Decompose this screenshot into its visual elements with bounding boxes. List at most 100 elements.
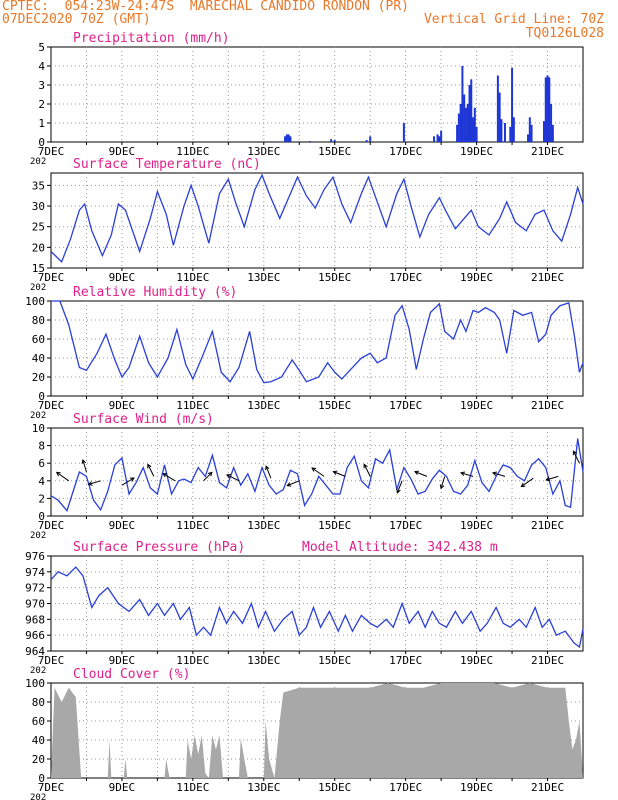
wind-xtick-label: 21DEC xyxy=(531,519,564,532)
cloud-xtick-label: 7DEC xyxy=(38,781,65,794)
wind-vector xyxy=(121,477,135,486)
rh-ytick-label: 20 xyxy=(32,371,45,384)
precip-bar xyxy=(333,140,336,142)
wind-vector-head xyxy=(572,450,578,456)
precip-xtick-label: 11DEC xyxy=(176,145,209,158)
cloud-xtick-label: 11DEC xyxy=(176,781,209,794)
temp-xtick-label: 17DEC xyxy=(389,271,422,284)
rh-ytick-label: 100 xyxy=(25,295,45,308)
temp-ytick-label: 15 xyxy=(32,262,45,275)
cloud-title: Cloud Cover (%) xyxy=(73,667,190,682)
temp-line xyxy=(50,173,584,263)
wind-vector xyxy=(88,480,101,485)
precip-bar xyxy=(548,77,551,142)
run-date: 07DEC2020 70Z (GMT) xyxy=(2,12,151,27)
rh-ytick-label: 0 xyxy=(38,390,45,403)
precip-bar xyxy=(365,140,368,142)
temp-title: Surface Temperature (nC) xyxy=(73,157,261,172)
wind-ytick-label: 0 xyxy=(38,510,45,523)
rh-xtick-label: 17DEC xyxy=(389,399,422,412)
press-ytick-label: 966 xyxy=(25,629,45,642)
precip-frame xyxy=(50,46,584,143)
wind-vector xyxy=(162,473,176,482)
precip-bar xyxy=(500,119,503,142)
rh-xtick-label: 9DEC xyxy=(109,399,136,412)
precip-bar xyxy=(459,104,462,142)
press-year-fragment: 202 xyxy=(30,666,46,676)
temp-xtick-label: 13DEC xyxy=(247,271,280,284)
precip-bar xyxy=(542,121,545,142)
wind-xtick-label: 7DEC xyxy=(38,519,65,532)
press-ytick-label: 972 xyxy=(25,582,45,595)
wind-vector-head xyxy=(162,473,168,478)
press-line xyxy=(50,566,584,649)
press-xtick-label: 17DEC xyxy=(389,654,422,667)
press-ytick-label: 976 xyxy=(25,550,45,563)
rh-title: Relative Humidity (%) xyxy=(73,285,237,300)
precip-title: Precipitation (mm/h) xyxy=(73,31,230,46)
precip-bar xyxy=(546,75,549,142)
product-code: TQ0126L028 xyxy=(525,26,604,41)
rh-year-fragment: 202 xyxy=(30,411,46,421)
wind-vector-head xyxy=(439,484,445,490)
rh-xtick-label: 19DEC xyxy=(460,399,493,412)
press-xtick-label: 9DEC xyxy=(109,654,136,667)
cloud-xtick-label: 17DEC xyxy=(389,781,422,794)
rh-xtick-label: 7DEC xyxy=(38,399,65,412)
wind-vector xyxy=(546,475,559,481)
wind-vector-head xyxy=(520,482,526,488)
wind-xtick-label: 15DEC xyxy=(318,519,351,532)
temp-frame xyxy=(50,172,584,269)
wind-vector-head xyxy=(129,477,135,482)
wind-vector xyxy=(414,471,428,477)
wind-vector xyxy=(203,472,213,482)
cloud-xtick-label: 19DEC xyxy=(460,781,493,794)
temp-xtick-label: 19DEC xyxy=(460,271,493,284)
wind-vector xyxy=(396,480,403,493)
precip-bar xyxy=(436,134,439,142)
precip-bar xyxy=(308,141,311,142)
wind-ytick-label: 8 xyxy=(38,440,45,453)
precip-bar xyxy=(470,79,473,142)
precip-bar xyxy=(440,130,443,142)
precip-bar xyxy=(528,117,531,142)
wind-ytick-label: 10 xyxy=(32,422,45,435)
press-annotation: Model Altitude: 342.438 m xyxy=(302,540,498,555)
press-xtick-label: 21DEC xyxy=(531,654,564,667)
precip-bar xyxy=(438,136,441,142)
wind-vector-head xyxy=(265,465,270,471)
precip-bar xyxy=(466,104,469,142)
precip-bar xyxy=(433,136,436,142)
precip-bar xyxy=(369,136,372,142)
wind-vector xyxy=(147,464,155,477)
precip-bar xyxy=(473,107,476,142)
rh-frame xyxy=(50,300,584,397)
temp-ytick-label: 20 xyxy=(32,241,45,254)
wind-vector xyxy=(82,459,87,473)
wind-xtick-label: 9DEC xyxy=(109,519,136,532)
cloud-xtick-label: 21DEC xyxy=(531,781,564,794)
press-xtick-label: 15DEC xyxy=(318,654,351,667)
wind-vector-head xyxy=(460,471,466,476)
precip-bar xyxy=(402,123,405,142)
wind-vector-head xyxy=(81,459,87,465)
temp-ytick-label: 35 xyxy=(32,179,45,192)
precip-year-fragment: 202 xyxy=(30,157,46,167)
precip-bar xyxy=(330,139,333,142)
cloud-xtick-label: 15DEC xyxy=(318,781,351,794)
precip-xtick-label: 7DEC xyxy=(38,145,65,158)
wind-vector-head xyxy=(207,471,213,477)
wind-vector xyxy=(265,465,272,479)
cloud-ytick-label: 0 xyxy=(38,772,45,785)
cloud-ytick-label: 40 xyxy=(32,734,45,747)
wind-vector xyxy=(311,467,325,477)
rh-ytick-label: 40 xyxy=(32,352,45,365)
station-header: CPTEC: 054:23W-24:47S MARECHAL CANDIDO R… xyxy=(2,0,409,14)
temp-xtick-label: 7DEC xyxy=(38,271,65,284)
press-ytick-label: 964 xyxy=(25,645,45,658)
rh-line xyxy=(51,300,584,384)
press-ytick-label: 970 xyxy=(25,598,45,611)
wind-vector-head xyxy=(87,481,93,486)
precip-bar xyxy=(475,126,478,142)
